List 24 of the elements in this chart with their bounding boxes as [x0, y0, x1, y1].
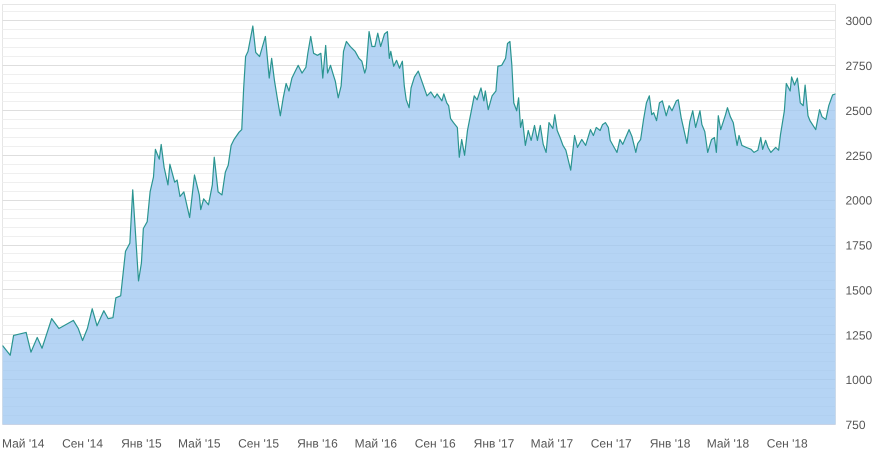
- x-tick-label: Янв '16: [297, 436, 338, 450]
- y-tick-label: 3000: [846, 14, 873, 28]
- y-tick-label: 2750: [846, 59, 873, 74]
- y-tick-label: 2250: [846, 148, 873, 163]
- x-tick-label: Янв '18: [650, 436, 691, 450]
- x-tick-label: Май '15: [178, 436, 221, 450]
- y-tick-label: 2500: [846, 104, 873, 118]
- y-tick-label: 750: [846, 418, 866, 432]
- x-tick-label: Сен '15: [238, 436, 280, 450]
- x-tick-label: Янв '17: [474, 436, 515, 450]
- y-tick-label: 1750: [846, 238, 873, 253]
- x-tick-label: Май '17: [530, 436, 574, 450]
- x-tick-label: Сен '16: [414, 436, 456, 450]
- y-tick-label: 1500: [846, 283, 873, 298]
- y-tick-label: 1000: [846, 373, 873, 388]
- x-tick-label: Май '16: [354, 436, 398, 450]
- y-tick-label: 1250: [846, 328, 873, 342]
- x-tick-label: Май '14: [2, 436, 45, 450]
- x-tick-label: Янв '15: [121, 436, 162, 450]
- x-tick-label: Май '18: [706, 436, 750, 450]
- y-tick-label: 2000: [846, 194, 873, 208]
- x-tick-label: Сен '14: [62, 436, 104, 450]
- x-tick-label: Сен '18: [766, 436, 808, 450]
- x-tick-label: Сен '17: [590, 436, 632, 450]
